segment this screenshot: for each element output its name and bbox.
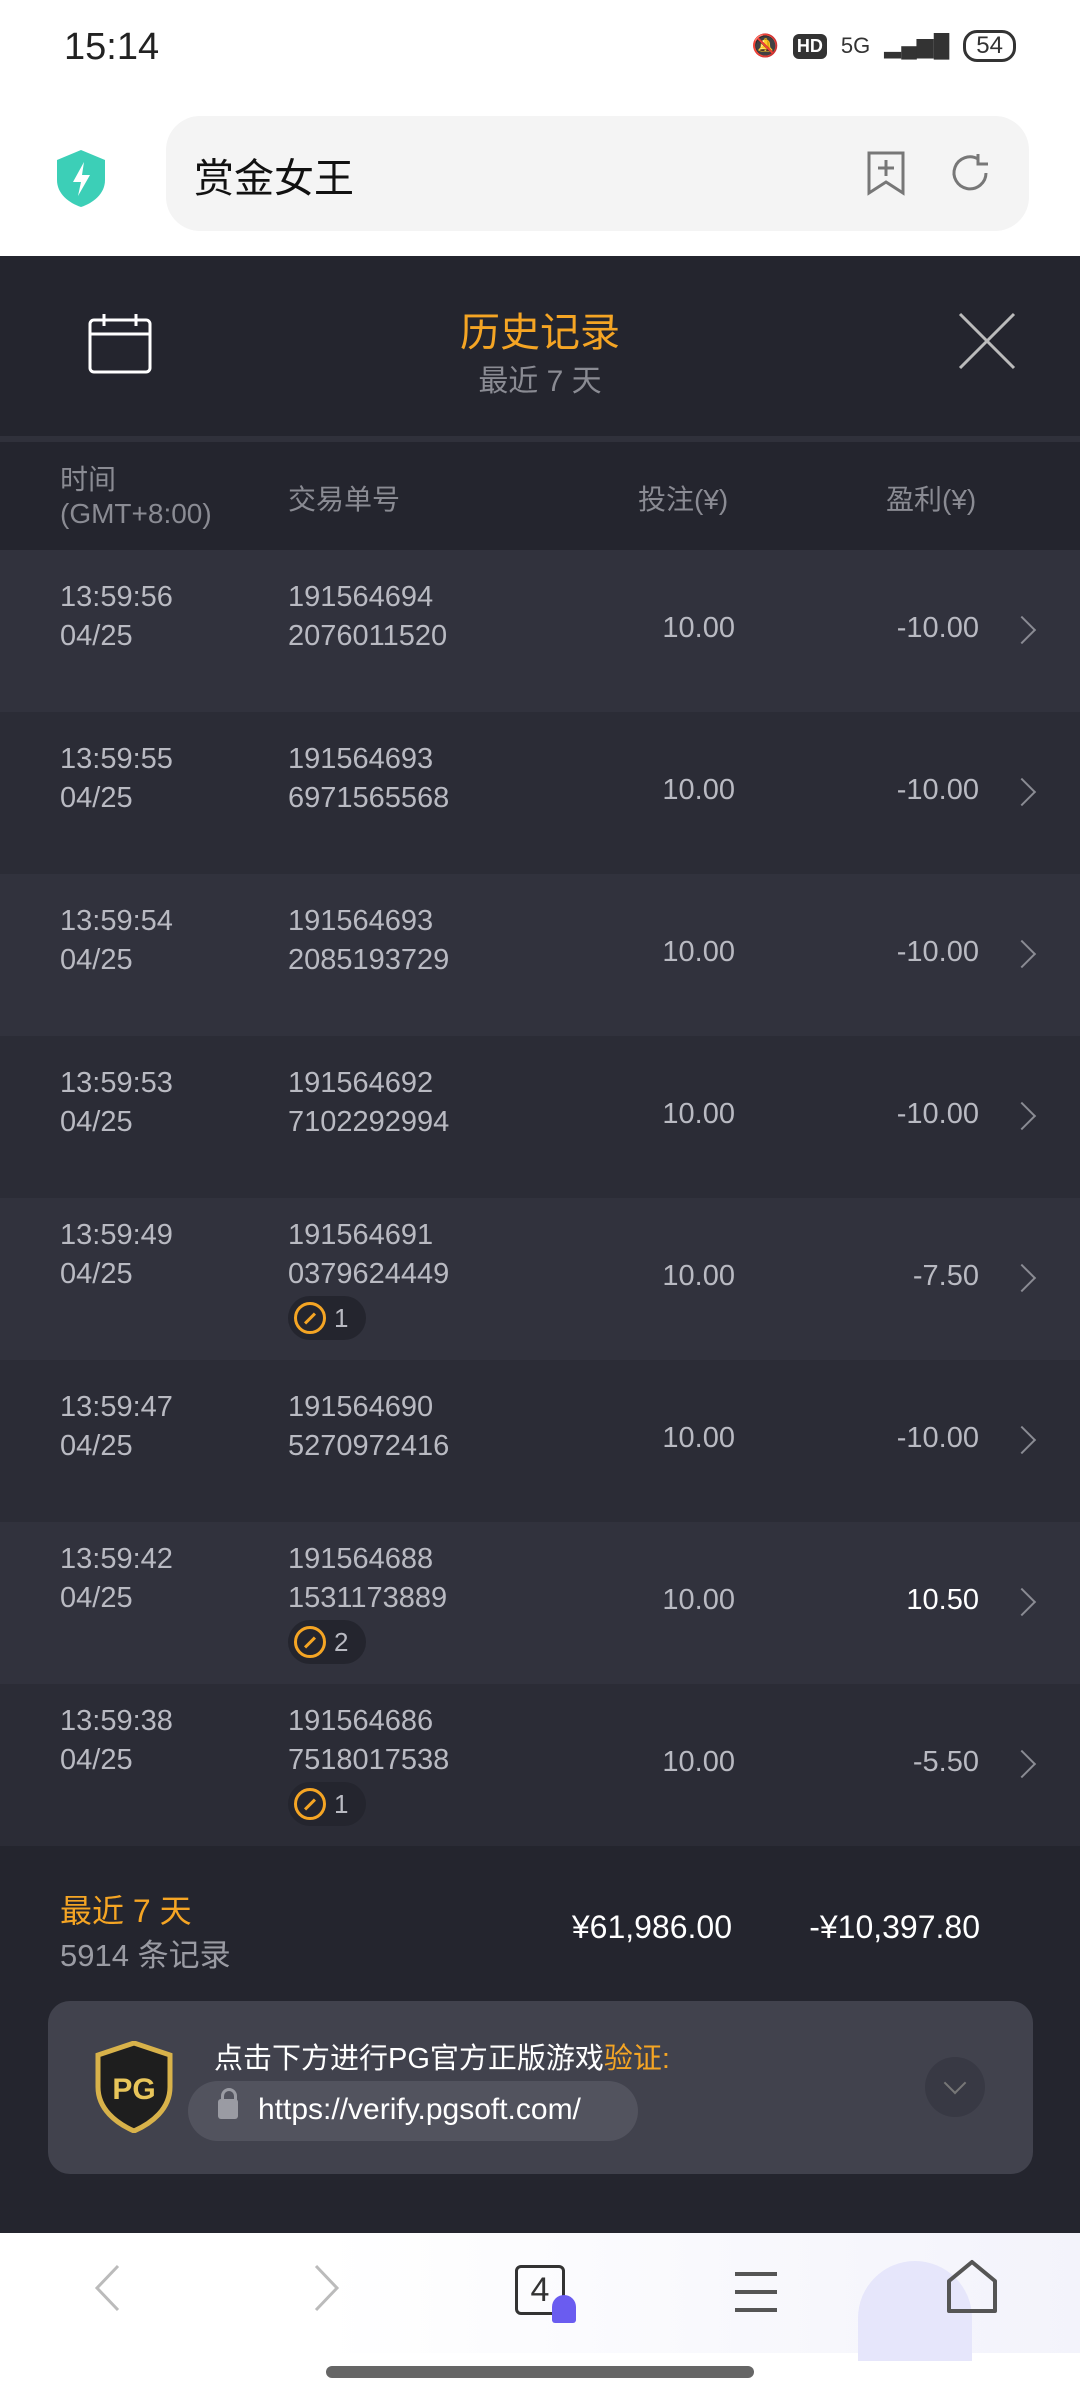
chevron-right-icon[interactable] — [1007, 1587, 1037, 1617]
battery-icon: 54 — [963, 30, 1016, 62]
chevron-right-icon[interactable] — [1007, 1101, 1037, 1131]
verify-link[interactable]: https://verify.pgsoft.com/ — [188, 2081, 638, 2141]
divider — [0, 436, 1080, 442]
menu-icon[interactable] — [733, 2271, 779, 2313]
address-bar[interactable]: 赏金女王 — [166, 116, 1029, 231]
row-time: 13:59:53 04/25 — [60, 1067, 173, 1138]
row-txn: 191564690 5270972416 — [288, 1391, 450, 1462]
expand-chevron-icon[interactable] — [925, 2057, 985, 2117]
col-timezone: (GMT+8:00) — [60, 498, 212, 529]
row-bet: 10.00 — [662, 1098, 735, 1130]
panel-title: 历史记录 — [460, 311, 620, 355]
row-profit: -7.50 — [912, 1260, 979, 1292]
home-indicator[interactable] — [326, 2366, 754, 2378]
table-row[interactable]: 13:59:42 04/25 191564688 1531173889 2 10.00… — [0, 1522, 1080, 1684]
free-spin-badge: 1 — [288, 1782, 367, 1826]
col-profit: 盈利(¥) — [886, 484, 977, 515]
verify-message: 点击下方进行PG官方正版游戏验证: — [214, 2043, 670, 2075]
close-icon[interactable] — [958, 312, 1016, 370]
forward-icon[interactable] — [312, 2263, 342, 2313]
table-row[interactable]: 13:59:47 04/25 191564690 5270972416 10.00 … — [0, 1360, 1080, 1522]
row-txn: 191564693 6971565568 — [288, 743, 450, 814]
row-time: 13:59:56 04/25 — [60, 581, 173, 652]
refresh-icon[interactable] — [948, 150, 994, 196]
row-time: 13:59:42 04/25 — [60, 1543, 173, 1614]
row-bet: 10.00 — [662, 1584, 735, 1616]
row-time: 13:59:55 04/25 — [60, 743, 173, 814]
row-bet: 10.00 — [662, 612, 735, 644]
row-txn: 191564694 2076011520 — [288, 581, 448, 652]
table-header: 时间 (GMT+8:00) 交易单号 投注(¥) 盈利(¥) — [0, 442, 1080, 550]
col-bet: 投注(¥) — [638, 484, 729, 515]
summary-count: 5914 条记录 — [60, 1938, 231, 1973]
browser-toolbar: 4 — [0, 2233, 1080, 2361]
row-profit: -10.00 — [896, 612, 979, 644]
ghost-icon — [552, 2295, 576, 2323]
free-spin-icon — [294, 1788, 326, 1820]
table-row[interactable]: 13:59:49 04/25 191564691 0379624449 1 10.00… — [0, 1198, 1080, 1360]
row-bet: 10.00 — [662, 774, 735, 806]
row-time: 13:59:54 04/25 — [60, 905, 173, 976]
row-bet: 10.00 — [662, 1260, 735, 1292]
row-txn: 191564693 2085193729 — [288, 905, 450, 976]
table-row[interactable]: 13:59:55 04/25 191564693 6971565568 10.00 … — [0, 712, 1080, 874]
row-time: 13:59:49 04/25 — [60, 1219, 173, 1290]
mute-bell-icon: 🔕 — [751, 33, 779, 58]
row-bet: 10.00 — [662, 936, 735, 968]
row-profit: -10.00 — [896, 774, 979, 806]
row-txn: 191564692 7102292994 — [288, 1067, 450, 1138]
table-row[interactable]: 13:59:38 04/25 191564686 7518017538 1 10.00… — [0, 1684, 1080, 1846]
tabs-button[interactable]: 4 — [515, 2265, 565, 2315]
chevron-right-icon[interactable] — [1007, 1425, 1037, 1455]
table-row[interactable]: 13:59:54 04/25 191564693 2085193729 10.00 … — [0, 874, 1080, 1036]
chevron-right-icon[interactable] — [1007, 777, 1037, 807]
row-profit: -10.00 — [896, 1422, 979, 1454]
row-time: 13:59:38 04/25 — [60, 1705, 173, 1776]
calendar-icon[interactable] — [88, 312, 152, 376]
history-header: 历史记录 最近 7 天 — [0, 256, 1080, 442]
hd-icon: HD — [792, 33, 827, 59]
verify-card: PG 点击下方进行PG官方正版游戏验证: https://verify.pgso… — [48, 2001, 1033, 2174]
signal-icon: ▂▄▆█ — [884, 33, 950, 58]
table-row[interactable]: 13:59:53 04/25 191564692 7102292994 10.00 … — [0, 1036, 1080, 1198]
row-time: 13:59:47 04/25 — [60, 1391, 173, 1462]
free-spin-badge: 1 — [288, 1296, 367, 1340]
pg-logo: PG — [95, 2041, 173, 2133]
row-bet: 10.00 — [662, 1422, 735, 1454]
free-spin-icon — [294, 1302, 326, 1334]
row-txn: 191564691 0379624449 1 — [288, 1216, 449, 1345]
lock-icon — [218, 2088, 238, 2119]
add-bookmark-icon[interactable] — [866, 150, 906, 196]
network-label: 5G — [840, 33, 871, 58]
verify-url: https://verify.pgsoft.com/ — [258, 2093, 581, 2126]
chevron-right-icon[interactable] — [1007, 939, 1037, 969]
home-icon[interactable] — [946, 2259, 998, 2315]
free-spin-badge: 2 — [288, 1620, 367, 1664]
page-title: 赏金女王 — [194, 157, 354, 201]
svg-text:PG: PG — [112, 2073, 155, 2106]
chevron-right-icon[interactable] — [1007, 1263, 1037, 1293]
row-bet: 10.00 — [662, 1746, 735, 1778]
table-row[interactable]: 13:59:56 04/25 191564694 2076011520 10.00 … — [0, 550, 1080, 712]
clock: 15:14 — [64, 26, 160, 68]
shield-icon[interactable] — [55, 148, 107, 208]
history-panel: 历史记录 最近 7 天 时间 (GMT+8:00) 交易单号 投注(¥) 盈利(… — [0, 256, 1080, 2233]
col-time: 时间 — [60, 464, 117, 495]
row-txn: 191564688 1531173889 2 — [288, 1540, 447, 1669]
total-bet: ¥61,986.00 — [571, 1909, 732, 1945]
chevron-right-icon[interactable] — [1007, 615, 1037, 645]
row-txn: 191564686 7518017538 1 — [288, 1702, 449, 1831]
col-txn: 交易单号 — [288, 484, 401, 515]
row-profit: -5.50 — [912, 1746, 979, 1778]
status-bar: 15:14 🔕 HD 5G ▂▄▆█ 54 — [0, 0, 1080, 100]
row-profit: -10.00 — [896, 936, 979, 968]
back-icon[interactable] — [92, 2263, 122, 2313]
free-spin-icon — [294, 1626, 326, 1658]
total-profit: -¥10,397.80 — [809, 1909, 980, 1945]
row-profit: -10.00 — [896, 1098, 979, 1130]
chevron-right-icon[interactable] — [1007, 1749, 1037, 1779]
summary-period: 最近 7 天 — [60, 1893, 192, 1929]
row-profit: 10.50 — [906, 1584, 979, 1616]
panel-subtitle: 最近 7 天 — [478, 365, 602, 398]
